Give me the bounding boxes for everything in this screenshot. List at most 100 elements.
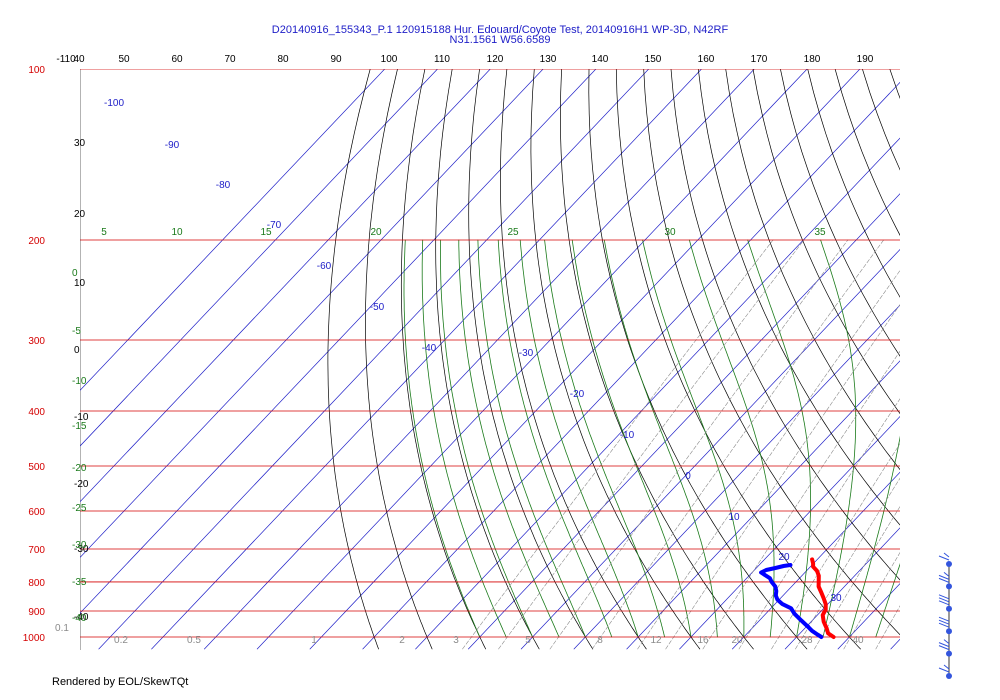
moist-left-label: -25: [72, 503, 87, 514]
isobar-label-400: 400: [28, 407, 45, 418]
moist-adiabat-line: [820, 239, 857, 638]
wind-barb-flag: [938, 642, 950, 648]
top-temp-label: 40: [73, 54, 85, 65]
dry-adiabat-label: 30: [74, 138, 86, 149]
top-temp-label: 100: [381, 54, 398, 65]
mixing-ratio-line: [462, 239, 774, 650]
dry-adiabat-line: [560, 69, 754, 650]
mixing-ratio-label: 40: [852, 635, 864, 646]
wind-barb-flag: [938, 574, 950, 580]
moist-adiabat-label: 30: [664, 227, 676, 238]
wind-barb-dot: [946, 605, 952, 612]
moist-adiabat-label: 20: [370, 227, 382, 238]
dry-adiabat-line: [945, 69, 1000, 649]
wind-barb: [938, 616, 950, 628]
isobar-label-700: 700: [28, 545, 45, 556]
isotherm-line: [520, 248, 900, 650]
moist-adiabat-line: [929, 240, 1000, 637]
mixing-ratio-line: [795, 477, 900, 650]
isobar-label-600: 600: [28, 507, 45, 518]
dry-adiabat-line: [670, 69, 900, 581]
isotherm-label: -50: [370, 302, 385, 313]
mixing-ratio-label: 1: [311, 635, 317, 646]
wind-barb-column: [938, 552, 952, 679]
top-temp-label: 160: [698, 54, 715, 65]
wind-barb-flag: [943, 572, 950, 577]
isotherm-line: [80, 69, 386, 391]
dry-adiabat-line: [327, 69, 379, 650]
isotherm-label: 30: [830, 593, 842, 604]
top-temp-label: 80: [277, 54, 289, 65]
moist-adiabat-line: [642, 239, 745, 638]
grid-layer: [80, 69, 1000, 650]
wind-barb-flag: [938, 622, 950, 628]
isotherm-line: [204, 69, 755, 650]
moist-adiabat-label: 35: [814, 227, 826, 238]
isotherm-line: [80, 69, 544, 558]
dry-adiabat-line: [889, 69, 900, 99]
mixing-ratio-line: [814, 505, 900, 650]
footer-credit: Rendered by EOL/SkewTQt: [52, 676, 189, 688]
isobar-label-900: 900: [28, 607, 45, 618]
mixing-ratio-label: 16: [697, 635, 709, 646]
dry-adiabat-label: -30: [74, 544, 89, 555]
mixing-ratio-line: [738, 398, 900, 650]
moist-left-label: -30: [72, 540, 87, 551]
isobar-label-500: 500: [28, 462, 45, 473]
wind-barb-flag: [938, 577, 950, 583]
isotherm-line: [80, 69, 491, 503]
isotherm-line: [256, 69, 808, 650]
isotherm-line: [362, 81, 900, 650]
isotherm-label: -100: [104, 98, 124, 109]
mixing-ratio-label: 2: [399, 635, 405, 646]
dry-adiabat-line: [468, 69, 594, 650]
wind-barb-flag: [943, 639, 950, 644]
isotherm-line: [944, 69, 1000, 649]
isobar-label-1000: 1000: [23, 633, 46, 644]
moist-left-label: -35: [72, 577, 87, 588]
wind-barb-dot: [946, 561, 952, 567]
mixing-ratio-line: [637, 270, 900, 650]
top-temp-label: 170: [751, 54, 768, 65]
top-temp-label: 50: [118, 54, 130, 65]
mixing-ratio-line: [591, 239, 884, 650]
isotherm-label: -70: [267, 220, 282, 231]
moist-adiabat-label: 15: [260, 227, 272, 238]
moist-adiabat-line: [875, 562, 900, 638]
moist-adiabat-label: 25: [507, 227, 519, 238]
isotherm-label: -90: [165, 140, 180, 151]
dry-adiabat-label: 0: [74, 345, 80, 356]
isotherm-line: [80, 69, 438, 447]
dry-adiabat-line: [365, 69, 433, 650]
mixing-ratio-line: [702, 350, 900, 650]
moist-left-label: -15: [72, 421, 87, 432]
moist-adiabat-line: [902, 240, 1000, 637]
dry-adiabat-line: [400, 69, 487, 650]
dry-adiabat-label: 20: [74, 209, 86, 220]
isotherm-label: 20: [778, 552, 790, 563]
mixing-ratio-line: [498, 239, 805, 650]
wind-barb-flag: [938, 619, 950, 625]
chart-subtitle: N31.1561 W56.6589: [450, 34, 551, 46]
moist-left-label: -40: [72, 613, 87, 624]
wind-barb-dot: [946, 673, 952, 679]
moist-adiabat-label: 5: [101, 227, 107, 238]
wind-barb-flag: [938, 616, 950, 622]
isobar-label-300: 300: [28, 336, 45, 347]
isotherm-label: 10: [728, 512, 740, 523]
mixing-ratio-label: 8: [597, 635, 603, 646]
moist-adiabat-line: [477, 239, 586, 638]
top-temp-label: 60: [171, 54, 183, 65]
top-temp-label: 140: [592, 54, 609, 65]
isotherm-label: -60: [317, 261, 332, 272]
dry-adiabat-label: -10: [74, 412, 89, 423]
mixing-ratio-line: [913, 240, 1000, 649]
moist-adiabat-line: [497, 239, 613, 638]
wind-barb-flag: [943, 664, 950, 670]
isotherm-line: [626, 360, 900, 650]
mixing-ratio-label: 20: [731, 635, 743, 646]
moist-left-label: -10: [72, 376, 87, 387]
isotherm-line: [784, 527, 900, 650]
